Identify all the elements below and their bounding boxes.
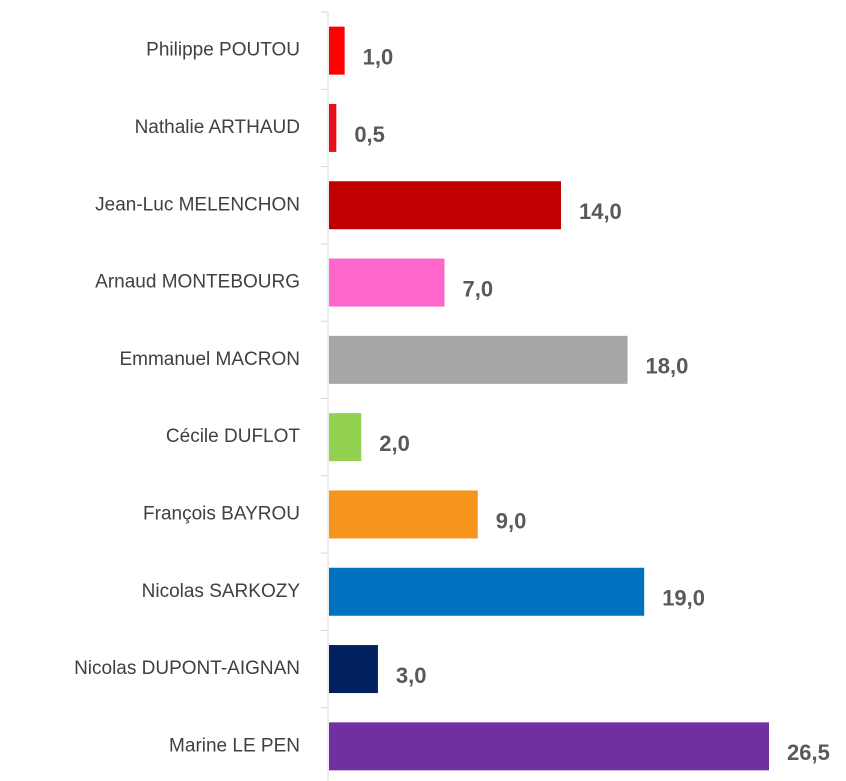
- bar: [329, 103, 337, 152]
- value-label: 2,0: [379, 431, 410, 456]
- value-label: 26,5: [787, 740, 830, 765]
- category-label: Nicolas SARKOZY: [142, 581, 301, 602]
- category-label: François BAYROU: [143, 503, 300, 524]
- bar: [329, 567, 645, 616]
- category-label: Nathalie ARTHAUD: [135, 117, 300, 138]
- value-label: 19,0: [662, 586, 705, 611]
- category-label: Marine LE PEN: [169, 735, 300, 756]
- value-label: 9,0: [496, 508, 527, 533]
- category-label: Philippe POUTOU: [146, 40, 300, 61]
- bar: [329, 413, 362, 462]
- bar: [329, 490, 478, 539]
- value-label: 14,0: [579, 199, 622, 224]
- category-label: Cécile DUFLOT: [166, 426, 300, 447]
- bar: [329, 645, 378, 694]
- value-label: 0,5: [354, 122, 385, 147]
- category-label: Emmanuel MACRON: [119, 349, 300, 370]
- category-label: Jean-Luc MELENCHON: [95, 194, 300, 215]
- category-label: Nicolas DUPONT-AIGNAN: [74, 658, 300, 679]
- category-label: Arnaud MONTEBOURG: [95, 272, 300, 293]
- bar: [329, 258, 445, 307]
- bar: [329, 722, 769, 771]
- bar: [329, 26, 345, 75]
- value-label: 1,0: [363, 44, 394, 69]
- value-label: 7,0: [462, 276, 493, 301]
- bar: [329, 335, 628, 384]
- value-label: 3,0: [396, 663, 427, 688]
- bar: [329, 181, 561, 230]
- value-label: 18,0: [646, 354, 689, 379]
